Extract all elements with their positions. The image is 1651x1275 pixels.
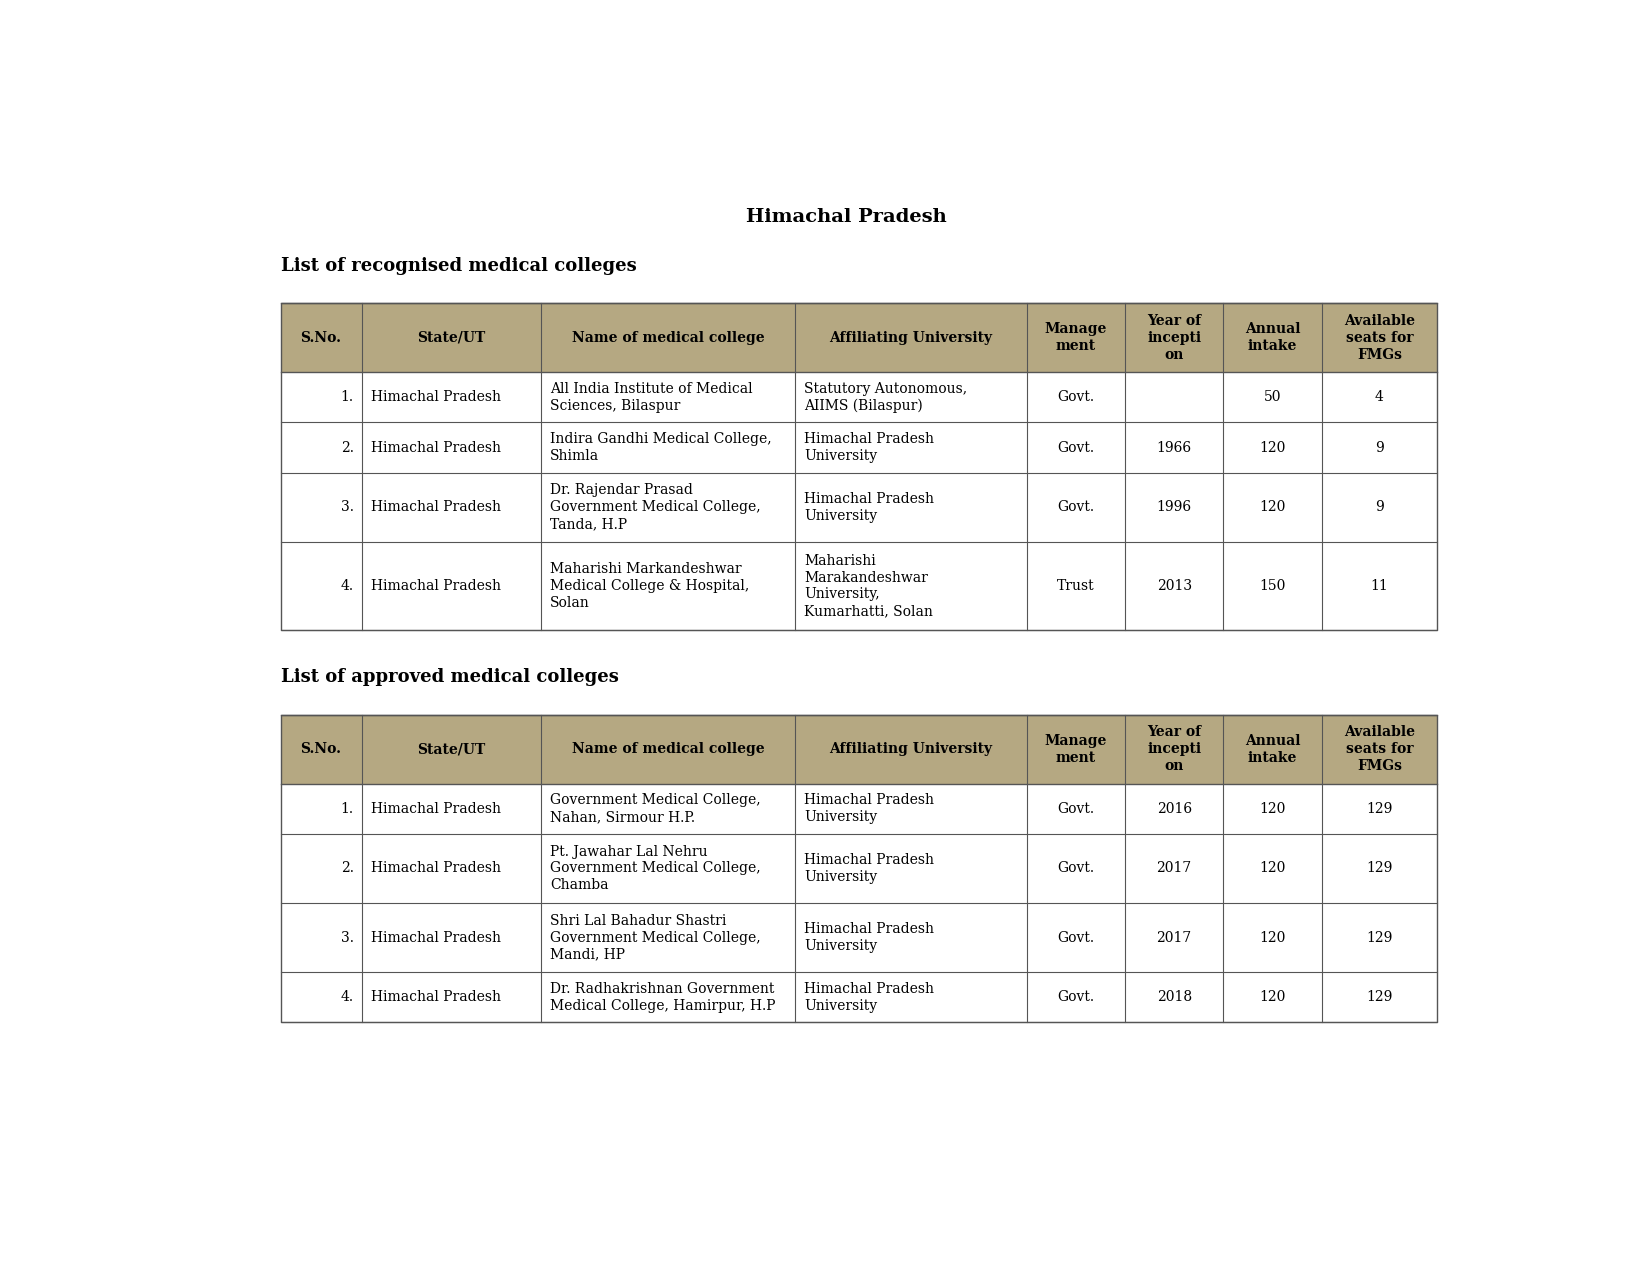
Text: Govt.: Govt.: [1057, 390, 1095, 404]
Text: 120: 120: [1260, 991, 1286, 1005]
Text: Govt.: Govt.: [1057, 802, 1095, 816]
Bar: [281, 784, 1438, 834]
Text: 129: 129: [1367, 991, 1393, 1005]
Text: 2.: 2.: [340, 441, 353, 454]
Text: Himachal Pradesh
University: Himachal Pradesh University: [804, 492, 934, 523]
Text: 4: 4: [1375, 390, 1384, 404]
Text: Affiliating University: Affiliating University: [829, 330, 992, 344]
Text: All India Institute of Medical
Sciences, Bilaspur: All India Institute of Medical Sciences,…: [550, 382, 753, 413]
Text: 2016: 2016: [1157, 802, 1192, 816]
Text: Himachal Pradesh
University: Himachal Pradesh University: [804, 853, 934, 884]
Text: 120: 120: [1260, 500, 1286, 514]
Text: 9: 9: [1375, 441, 1384, 454]
Text: 1996: 1996: [1157, 500, 1192, 514]
Text: 2018: 2018: [1157, 991, 1192, 1005]
Text: 129: 129: [1367, 802, 1393, 816]
Text: Manage
ment: Manage ment: [1045, 323, 1108, 353]
Text: Govt.: Govt.: [1057, 441, 1095, 454]
Bar: [281, 422, 1438, 473]
Text: Himachal Pradesh: Himachal Pradesh: [370, 931, 500, 945]
Text: 120: 120: [1260, 931, 1286, 945]
Text: Himachal Pradesh
University: Himachal Pradesh University: [804, 432, 934, 463]
Text: 1.: 1.: [340, 390, 353, 404]
Text: 150: 150: [1260, 579, 1286, 593]
Text: 2017: 2017: [1156, 931, 1192, 945]
Text: Govt.: Govt.: [1057, 500, 1095, 514]
Text: Himachal Pradesh
University: Himachal Pradesh University: [804, 982, 934, 1012]
Text: 120: 120: [1260, 441, 1286, 454]
Text: Maharishi
Marakandeshwar
University,
Kumarhatti, Solan: Maharishi Marakandeshwar University, Kum…: [804, 553, 933, 618]
Text: Himachal Pradesh
University: Himachal Pradesh University: [804, 922, 934, 952]
Bar: [281, 473, 1438, 542]
Text: Name of medical college: Name of medical college: [571, 742, 764, 756]
Text: Pt. Jawahar Lal Nehru
Government Medical College,
Chamba: Pt. Jawahar Lal Nehru Government Medical…: [550, 845, 761, 892]
Text: Himachal Pradesh: Himachal Pradesh: [370, 802, 500, 816]
Text: 1.: 1.: [340, 802, 353, 816]
Text: Affiliating University: Affiliating University: [829, 742, 992, 756]
Text: Year of
incepti
on: Year of incepti on: [1147, 314, 1202, 362]
Text: Himachal Pradesh: Himachal Pradesh: [370, 579, 500, 593]
Text: Himachal Pradesh: Himachal Pradesh: [370, 991, 500, 1005]
Text: 1966: 1966: [1157, 441, 1192, 454]
Text: Name of medical college: Name of medical college: [571, 330, 764, 344]
Bar: [281, 714, 1438, 1023]
Bar: [281, 303, 1438, 372]
Text: 4.: 4.: [340, 579, 353, 593]
Text: 3.: 3.: [340, 500, 353, 514]
Bar: [281, 714, 1438, 784]
Text: Indira Gandhi Medical College,
Shimla: Indira Gandhi Medical College, Shimla: [550, 432, 771, 463]
Text: Govt.: Govt.: [1057, 991, 1095, 1005]
Text: Himachal Pradesh
University: Himachal Pradesh University: [804, 793, 934, 824]
Text: S.No.: S.No.: [300, 742, 342, 756]
Text: 9: 9: [1375, 500, 1384, 514]
Text: State/UT: State/UT: [418, 742, 485, 756]
Text: Statutory Autonomous,
AIIMS (Bilaspur): Statutory Autonomous, AIIMS (Bilaspur): [804, 381, 967, 413]
Text: Annual
intake: Annual intake: [1245, 734, 1301, 765]
Text: Govt.: Govt.: [1057, 862, 1095, 876]
Text: Himachal Pradesh: Himachal Pradesh: [370, 862, 500, 876]
Bar: [281, 903, 1438, 973]
Text: 3.: 3.: [340, 931, 353, 945]
Text: Available
seats for
FMGs: Available seats for FMGs: [1344, 314, 1415, 362]
Text: Himachal Pradesh: Himachal Pradesh: [746, 208, 946, 226]
Text: List of recognised medical colleges: List of recognised medical colleges: [281, 256, 636, 275]
Text: List of approved medical colleges: List of approved medical colleges: [281, 668, 619, 686]
Text: Dr. Radhakrishnan Government
Medical College, Hamirpur, H.P: Dr. Radhakrishnan Government Medical Col…: [550, 982, 776, 1012]
Text: 2017: 2017: [1156, 862, 1192, 876]
Bar: [281, 973, 1438, 1023]
Text: 120: 120: [1260, 802, 1286, 816]
Text: Year of
incepti
on: Year of incepti on: [1147, 725, 1202, 773]
Text: Trust: Trust: [1057, 579, 1095, 593]
Text: 2.: 2.: [340, 862, 353, 876]
Bar: [281, 303, 1438, 630]
Text: Available
seats for
FMGs: Available seats for FMGs: [1344, 725, 1415, 773]
Text: Himachal Pradesh: Himachal Pradesh: [370, 500, 500, 514]
Text: Himachal Pradesh: Himachal Pradesh: [370, 441, 500, 454]
Bar: [281, 372, 1438, 422]
Text: Manage
ment: Manage ment: [1045, 734, 1108, 765]
Text: Government Medical College,
Nahan, Sirmour H.P.: Government Medical College, Nahan, Sirmo…: [550, 793, 761, 824]
Text: 4.: 4.: [340, 991, 353, 1005]
Text: 129: 129: [1367, 931, 1393, 945]
Bar: [281, 834, 1438, 903]
Text: State/UT: State/UT: [418, 330, 485, 344]
Text: Annual
intake: Annual intake: [1245, 323, 1301, 353]
Text: Govt.: Govt.: [1057, 931, 1095, 945]
Text: Maharishi Markandeshwar
Medical College & Hospital,
Solan: Maharishi Markandeshwar Medical College …: [550, 562, 750, 609]
Text: 2013: 2013: [1157, 579, 1192, 593]
Text: 11: 11: [1370, 579, 1388, 593]
Text: 120: 120: [1260, 862, 1286, 876]
Text: Dr. Rajendar Prasad
Government Medical College,
Tanda, H.P: Dr. Rajendar Prasad Government Medical C…: [550, 483, 761, 530]
Bar: [281, 542, 1438, 630]
Text: S.No.: S.No.: [300, 330, 342, 344]
Text: 50: 50: [1263, 390, 1281, 404]
Text: 129: 129: [1367, 862, 1393, 876]
Text: Shri Lal Bahadur Shastri
Government Medical College,
Mandi, HP: Shri Lal Bahadur Shastri Government Medi…: [550, 914, 761, 961]
Text: Himachal Pradesh: Himachal Pradesh: [370, 390, 500, 404]
